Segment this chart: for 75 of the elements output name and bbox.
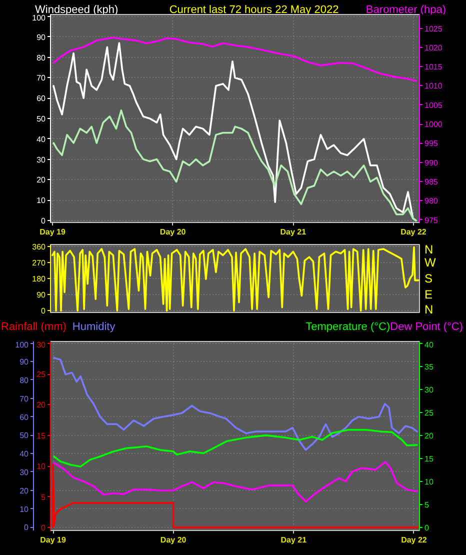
y3-tick-label: 25 [36, 370, 46, 380]
y-axis-title: Windspeed (kph) [35, 4, 118, 16]
y-tick-label: 70 [20, 394, 30, 404]
y-tick-label: 60 [20, 412, 30, 422]
text: Rainfall (mm) [1, 321, 66, 333]
y-tick-label: 20 [20, 486, 30, 496]
y-tick-label: 360 [32, 242, 46, 252]
x-tick-label: Day 19 [40, 536, 66, 544]
x-tick-label: Day 19 [40, 228, 66, 236]
y2-tick-label: 995 [424, 139, 438, 148]
y-tick-label: 30 [36, 155, 46, 164]
line-series [53, 356, 418, 451]
y-tick-label: 80 [20, 376, 30, 385]
x-tick-label: Day 22 [400, 228, 427, 236]
y-tick-label: 90 [20, 358, 30, 367]
y2-tick-label: 980 [424, 196, 438, 206]
chart-title: Current last 72 hours 22 May 2022 [169, 4, 339, 16]
text: N [424, 242, 434, 256]
y2-tick-label: 30 [424, 385, 434, 394]
line-series [52, 36, 417, 82]
y2-tick-label: 1010 [424, 82, 443, 91]
y2-tick-label: 35 [424, 362, 434, 372]
text: Humidity [72, 321, 116, 333]
y2-tick-label: 1025 [424, 24, 443, 34]
y2-axis-title: Barometer (hpa) [366, 4, 446, 16]
y-tick-label: 100 [15, 340, 30, 350]
x-tick-label: Day 20 [160, 536, 187, 544]
y-tick-label: 10 [20, 504, 30, 514]
y-tick-label: 0 [41, 216, 46, 226]
y-tick-label: 60 [36, 94, 46, 104]
y-tick-label: 40 [20, 450, 30, 459]
y2-tick-label: 40 [424, 340, 434, 350]
y2-tick-label: 985 [424, 178, 438, 187]
y-tick-label: 50 [36, 114, 46, 124]
line-series [52, 109, 417, 222]
y-tick-label: 100 [32, 14, 46, 22]
y2-tick-label: 1005 [424, 100, 443, 110]
text: Dew Point (°C) [390, 321, 463, 333]
y-tick-label: 10 [36, 196, 46, 206]
y2-tick-label: 10 [424, 477, 434, 486]
y-tick-label: 50 [20, 431, 30, 440]
x-tick-label: Day 21 [280, 536, 308, 544]
y-tick-label: 20 [36, 176, 46, 185]
y2-tick-label: 1000 [424, 120, 443, 130]
y2-tick-label: 25 [424, 408, 434, 418]
y-tick-label: 90 [36, 290, 46, 300]
y2-tick-label: 975 [424, 216, 438, 225]
text: N [424, 302, 434, 316]
y-tick-label: 80 [36, 53, 46, 62]
y-tick-label: 70 [36, 74, 46, 83]
y-tick-label: 0 [41, 306, 46, 316]
y-tick-label: 270 [32, 258, 46, 268]
y-tick-label: 0 [24, 523, 30, 532]
y2-tick-label: 1020 [424, 43, 443, 52]
y2-tick-label: 990 [424, 158, 438, 168]
text: Temperature (°C) [306, 321, 390, 333]
x-tick-label: Day 21 [280, 228, 307, 236]
y-tick-label: 30 [20, 468, 30, 477]
y-tick-label: 180 [32, 274, 46, 284]
text: W [424, 255, 436, 270]
y3-tick-label: 5 [41, 492, 46, 502]
y2-tick-label: 20 [424, 431, 434, 440]
y2-tick-label: 0 [424, 523, 430, 532]
line-series [53, 461, 418, 502]
y-tick-label: 90 [36, 32, 46, 42]
y2-tick-label: 15 [424, 454, 434, 464]
y3-tick-label: 15 [36, 431, 46, 440]
y-tick-label: 40 [36, 134, 46, 144]
y2-tick-label: 1015 [424, 62, 443, 72]
text: E [424, 288, 433, 302]
line-series [52, 246, 420, 312]
x-tick-label: Day 22 [401, 536, 428, 544]
x-tick-label: Day 20 [160, 228, 186, 236]
text: S [424, 272, 433, 286]
y2-tick-label: 5 [424, 500, 430, 510]
